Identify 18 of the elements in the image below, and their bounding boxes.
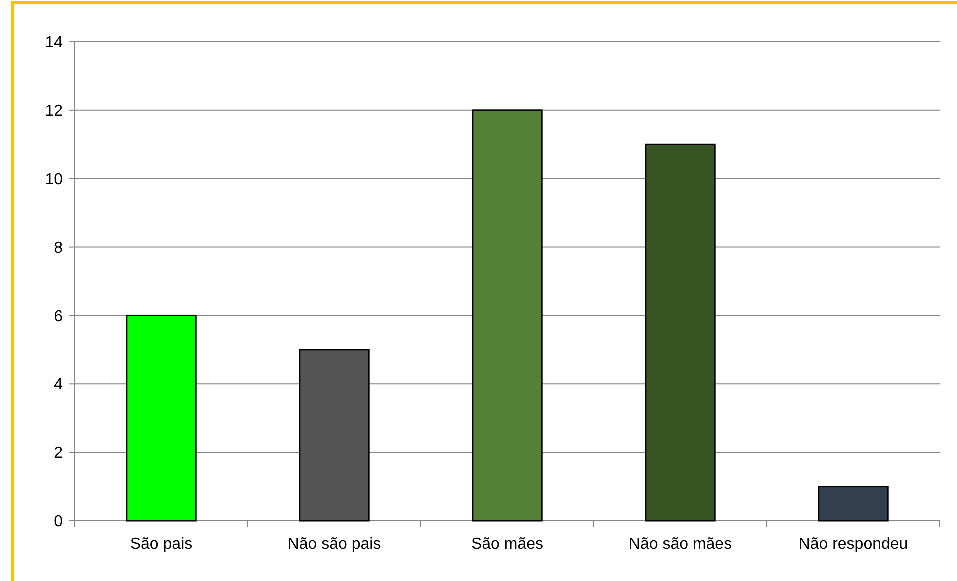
bar	[472, 110, 543, 522]
x-tick-label: São pais	[130, 536, 193, 553]
x-tick-label: São mães	[471, 536, 544, 553]
bar	[299, 349, 370, 522]
bar	[818, 486, 889, 522]
y-tick-label: 6	[54, 308, 64, 326]
y-tick-label: 2	[54, 445, 64, 462]
bar	[126, 314, 197, 522]
y-tick-label: 14	[45, 34, 64, 52]
bar	[645, 144, 716, 522]
y-tick-label: 12	[45, 103, 64, 120]
y-tick-label: 0	[54, 514, 64, 531]
y-tick-label: 4	[54, 376, 64, 394]
x-tick-label: Não são mães	[628, 536, 732, 553]
x-tick-label: Não são pais	[288, 536, 382, 553]
x-tick-label: Não respondeu	[798, 536, 908, 553]
y-tick-label: 10	[45, 171, 64, 188]
y-tick-label: 8	[54, 240, 64, 257]
